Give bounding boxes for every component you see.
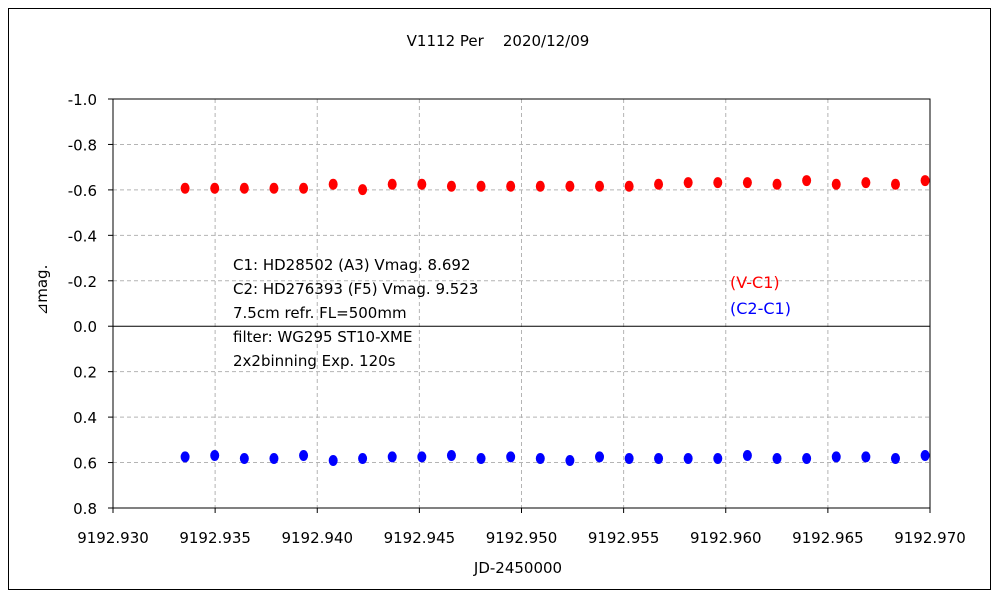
c2-c1-point — [802, 452, 812, 464]
c2-c1-point — [535, 452, 545, 464]
y-tick-label: -0.6 — [68, 182, 97, 200]
c2-c1-point — [358, 452, 368, 464]
x-tick-label: 9192.945 — [384, 529, 456, 547]
grid — [113, 99, 930, 508]
annotation-line: C1: HD28502 (A3) Vmag. 8.692 — [233, 256, 471, 274]
y-tick-label: 0.4 — [73, 409, 97, 427]
v-c1-point — [180, 182, 190, 194]
points — [180, 175, 930, 467]
x-tick-label: 9192.935 — [179, 529, 251, 547]
c2-c1-point — [210, 450, 220, 462]
x-axis-label: JD-2450000 — [473, 559, 562, 577]
v-c1-point — [742, 177, 752, 189]
annotation-line: 2x2binning Exp. 120s — [233, 352, 396, 370]
v-c1-point — [417, 178, 427, 190]
v-c1-point — [387, 178, 397, 190]
y-tick-label: -0.4 — [68, 227, 97, 245]
c2-c1-point — [387, 451, 397, 463]
v-c1-point — [683, 177, 693, 189]
annotation-line: C2: HD276393 (F5) Vmag. 9.523 — [233, 280, 478, 298]
v-c1-point — [535, 180, 545, 192]
y-axis-label: ⊿mag. — [33, 265, 51, 316]
c2-c1-point — [476, 452, 486, 464]
x-tick-label: 9192.970 — [894, 529, 966, 547]
v-c1-point — [831, 178, 841, 190]
legend-item: (C2-C1) — [730, 299, 791, 318]
c2-c1-point — [299, 450, 309, 462]
v-c1-point — [772, 178, 782, 190]
c2-c1-point — [831, 451, 841, 463]
v-c1-point — [210, 182, 220, 194]
v-c1-point — [565, 180, 575, 192]
legend: (V-C1) (C2-C1) — [730, 273, 791, 318]
x-tick-label: 9192.960 — [690, 529, 762, 547]
x-tick-label: 9192.950 — [486, 529, 558, 547]
c2-c1-point — [239, 452, 249, 464]
y-tick-label: 0.0 — [73, 318, 97, 336]
c2-c1-point — [269, 452, 279, 464]
c2-c1-point — [506, 451, 516, 463]
c2-c1-point — [417, 451, 427, 463]
v-c1-point — [506, 180, 516, 192]
v-c1-point — [920, 175, 930, 187]
v-c1-point — [624, 180, 634, 192]
v-c1-point — [269, 182, 279, 194]
ticks: 9192.930 9192.935 9192.940 9192.945 9192.950… — [68, 91, 966, 547]
v-c1-point — [358, 184, 368, 196]
c2-c1-point — [565, 455, 575, 467]
v-c1-point — [299, 182, 309, 194]
c2-c1-point — [713, 452, 723, 464]
c2-c1-point — [683, 452, 693, 464]
chart-title: V1112 Per 2020/12/09 — [407, 32, 590, 50]
v-c1-point — [476, 180, 486, 192]
annotation-line: 7.5cm refr. FL=500mm — [233, 304, 407, 322]
v-c1-point — [861, 177, 871, 189]
c2-c1-point — [624, 452, 634, 464]
v-c1-point — [654, 178, 664, 190]
x-tick-label: 9192.940 — [281, 529, 353, 547]
v-c1-point — [890, 178, 900, 190]
y-tick-label: -0.2 — [68, 273, 97, 291]
y-tick-label: 0.2 — [73, 364, 97, 382]
chart-frame — [8, 8, 991, 590]
c2-c1-point — [328, 455, 338, 467]
y-tick-label: 0.6 — [73, 455, 97, 473]
x-tick-label: 9192.955 — [588, 529, 660, 547]
c2-c1-point — [742, 450, 752, 462]
v-c1-point — [446, 180, 456, 192]
y-tick-label: 0.8 — [73, 500, 97, 518]
y-tick-label: -1.0 — [68, 91, 97, 109]
c2-c1-point — [446, 450, 456, 462]
v-c1-point — [328, 178, 338, 190]
c2-c1-point — [654, 452, 664, 464]
v-c1-point — [239, 182, 249, 194]
c2-c1-point — [595, 451, 605, 463]
y-tick-label: -0.8 — [68, 136, 97, 154]
c2-c1-point — [772, 452, 782, 464]
c2-c1-point — [920, 450, 930, 462]
c2-c1-point — [890, 452, 900, 464]
x-tick-label: 9192.965 — [792, 529, 864, 547]
x-tick-label: 9192.930 — [77, 529, 149, 547]
annotation-line: filter: WG295 ST10-XME — [233, 328, 412, 346]
c2-c1-point — [861, 451, 871, 463]
annotations: C1: HD28502 (A3) Vmag. 8.692 C2: HD276393… — [233, 256, 478, 370]
v-c1-point — [713, 177, 723, 189]
c2-c1-point — [180, 451, 190, 463]
legend-item: (V-C1) — [730, 273, 780, 292]
v-c1-point — [595, 180, 605, 192]
v-c1-point — [802, 175, 812, 187]
